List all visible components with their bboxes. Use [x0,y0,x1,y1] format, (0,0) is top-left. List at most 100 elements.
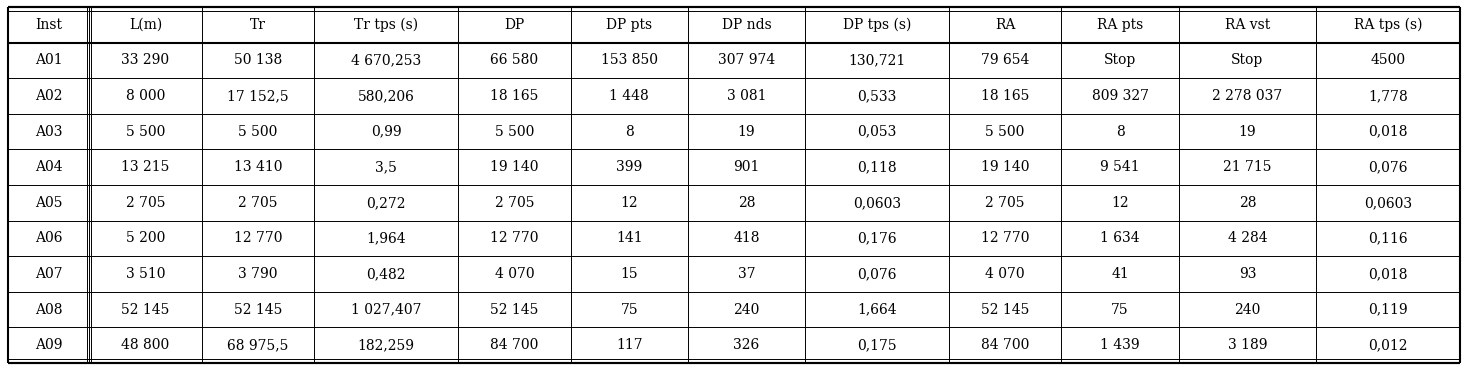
Text: 4 670,253: 4 670,253 [351,54,421,68]
Text: A01: A01 [35,54,63,68]
Text: 3 790: 3 790 [238,267,277,281]
Text: 68 975,5: 68 975,5 [228,338,289,352]
Text: 41: 41 [1111,267,1129,281]
Text: A04: A04 [35,160,63,174]
Text: 12 770: 12 770 [490,231,539,245]
Text: 5 500: 5 500 [985,125,1025,139]
Text: 93: 93 [1239,267,1257,281]
Text: 8: 8 [1116,125,1124,139]
Text: 307 974: 307 974 [718,54,775,68]
Text: DP pts: DP pts [606,18,652,32]
Text: 5 200: 5 200 [126,231,166,245]
Text: Tr tps (s): Tr tps (s) [354,18,418,32]
Text: Tr: Tr [250,18,266,32]
Text: 0,012: 0,012 [1368,338,1408,352]
Text: DP tps (s): DP tps (s) [843,18,912,32]
Text: 0,053: 0,053 [857,125,897,139]
Text: 2 705: 2 705 [126,196,166,210]
Text: 117: 117 [617,338,643,352]
Text: Inst: Inst [35,18,62,32]
Text: 17 152,5: 17 152,5 [228,89,289,103]
Text: 0,175: 0,175 [857,338,897,352]
Text: 0,119: 0,119 [1368,303,1408,317]
Text: 399: 399 [617,160,643,174]
Text: 12 770: 12 770 [981,231,1029,245]
Text: 8 000: 8 000 [126,89,166,103]
Text: 5 500: 5 500 [495,125,534,139]
Text: 4500: 4500 [1371,54,1406,68]
Text: 1,964: 1,964 [367,231,407,245]
Text: 0,533: 0,533 [857,89,897,103]
Text: 19: 19 [1239,125,1257,139]
Text: 0,272: 0,272 [367,196,407,210]
Text: 240: 240 [1235,303,1261,317]
Text: 52 145: 52 145 [490,303,539,317]
Text: 0,176: 0,176 [857,231,897,245]
Text: 0,0603: 0,0603 [853,196,901,210]
Text: 50 138: 50 138 [233,54,282,68]
Text: 75: 75 [621,303,639,317]
Text: 1,778: 1,778 [1368,89,1408,103]
Text: 13 410: 13 410 [233,160,282,174]
Text: 19 140: 19 140 [981,160,1029,174]
Text: RA tps (s): RA tps (s) [1353,18,1422,32]
Text: 75: 75 [1111,303,1129,317]
Text: 28: 28 [1239,196,1257,210]
Text: 0,0603: 0,0603 [1364,196,1412,210]
Text: 240: 240 [734,303,760,317]
Text: 1 027,407: 1 027,407 [351,303,421,317]
Text: 2 705: 2 705 [985,196,1025,210]
Text: 52 145: 52 145 [233,303,282,317]
Text: 1 634: 1 634 [1100,231,1139,245]
Text: 52 145: 52 145 [981,303,1029,317]
Text: 8: 8 [625,125,634,139]
Text: A08: A08 [35,303,62,317]
Text: 0,076: 0,076 [857,267,897,281]
Text: A05: A05 [35,196,62,210]
Text: 3 510: 3 510 [126,267,166,281]
Text: RA pts: RA pts [1097,18,1144,32]
Text: DP: DP [505,18,524,32]
Text: 809 327: 809 327 [1092,89,1148,103]
Text: 0,482: 0,482 [367,267,407,281]
Text: 1,664: 1,664 [857,303,897,317]
Text: A09: A09 [35,338,62,352]
Text: 4 284: 4 284 [1227,231,1267,245]
Text: 0,118: 0,118 [857,160,897,174]
Text: 19: 19 [738,125,756,139]
Text: 48 800: 48 800 [122,338,170,352]
Text: A06: A06 [35,231,62,245]
Text: 5 500: 5 500 [238,125,277,139]
Text: 182,259: 182,259 [358,338,415,352]
Text: 2 705: 2 705 [495,196,534,210]
Text: 13 215: 13 215 [122,160,170,174]
Text: 79 654: 79 654 [981,54,1029,68]
Text: 52 145: 52 145 [122,303,170,317]
Text: 0,018: 0,018 [1368,125,1408,139]
Text: 19 140: 19 140 [490,160,539,174]
Text: A07: A07 [35,267,63,281]
Text: 3 189: 3 189 [1227,338,1267,352]
Text: RA: RA [995,18,1016,32]
Text: 153 850: 153 850 [600,54,658,68]
Text: 1 439: 1 439 [1100,338,1139,352]
Text: 2 278 037: 2 278 037 [1213,89,1283,103]
Text: 580,206: 580,206 [358,89,414,103]
Text: 5 500: 5 500 [126,125,166,139]
Text: 4 070: 4 070 [495,267,534,281]
Text: 28: 28 [738,196,755,210]
Text: 18 165: 18 165 [981,89,1029,103]
Text: RA vst: RA vst [1224,18,1270,32]
Text: A03: A03 [35,125,62,139]
Text: Stop: Stop [1232,54,1264,68]
Text: 901: 901 [734,160,760,174]
Text: 12 770: 12 770 [233,231,282,245]
Text: 66 580: 66 580 [490,54,539,68]
Text: 18 165: 18 165 [490,89,539,103]
Text: 326: 326 [734,338,759,352]
Text: 0,018: 0,018 [1368,267,1408,281]
Text: 0,076: 0,076 [1368,160,1408,174]
Text: 3,5: 3,5 [376,160,398,174]
Text: 2 705: 2 705 [238,196,277,210]
Text: A02: A02 [35,89,62,103]
